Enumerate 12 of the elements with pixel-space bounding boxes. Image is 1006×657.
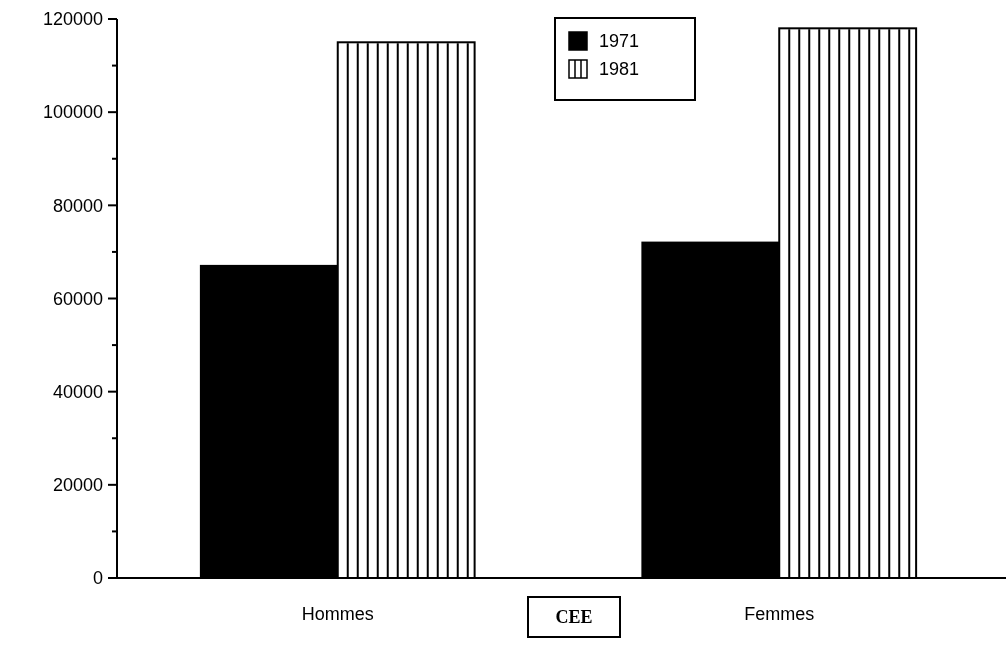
legend-label: 1981 (599, 59, 640, 80)
x-tick-label: Hommes (301, 604, 374, 624)
y-tick-label: 120000 (42, 9, 103, 30)
y-tick-label: 40000 (52, 381, 103, 402)
x-tick-label: Femmes (744, 604, 815, 624)
y-tick-label: 80000 (52, 195, 103, 216)
y-tick-label: 60000 (52, 288, 103, 309)
y-tick-label: 20000 (52, 475, 103, 496)
y-tick-label: 0 (92, 568, 103, 589)
text: CEE (555, 607, 593, 628)
legend-label: 1971 (599, 31, 640, 52)
y-tick-label: 100000 (42, 102, 103, 123)
